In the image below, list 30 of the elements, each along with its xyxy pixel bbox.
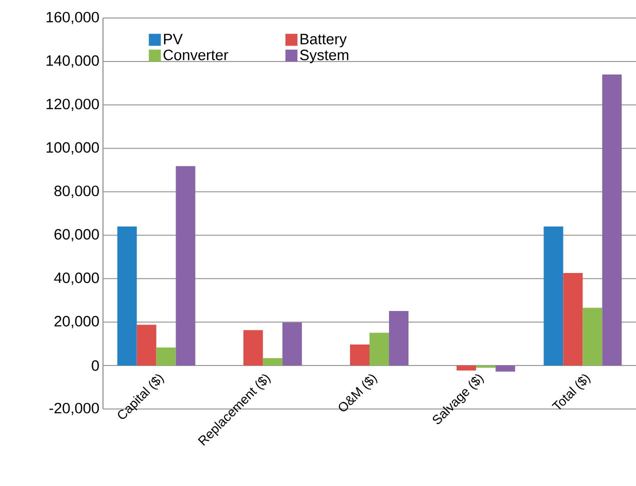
bar — [456, 366, 476, 371]
legend-label: System — [300, 50, 348, 64]
bar — [563, 273, 583, 366]
bar — [176, 166, 196, 366]
y-tick-label: 120,000 — [46, 98, 99, 112]
bar — [282, 322, 302, 366]
legend-label: PV — [164, 34, 183, 44]
bar — [136, 324, 156, 366]
bar — [243, 330, 263, 366]
y-tick-label: -20,000 — [49, 402, 99, 416]
legend-label: Battery — [300, 34, 347, 48]
legend-label: Converter — [164, 50, 228, 60]
bar — [496, 366, 516, 372]
bar — [602, 74, 622, 366]
bar — [350, 344, 370, 366]
bar — [582, 308, 602, 366]
bar — [544, 226, 564, 366]
y-tick-label: 100,000 — [46, 142, 99, 154]
bar — [370, 332, 390, 366]
y-tick-label: 160,000 — [46, 12, 99, 24]
y-tick-label: 140,000 — [46, 55, 99, 68]
bar — [262, 358, 282, 366]
bar — [117, 226, 137, 366]
y-tick-label: 0 — [92, 360, 99, 371]
y-tick-label: 80,000 — [54, 186, 99, 198]
y-tick-label: 60,000 — [54, 229, 99, 242]
bar — [389, 311, 409, 366]
bar — [156, 348, 176, 366]
y-tick-label: 40,000 — [54, 272, 99, 285]
y-tick-label: 20,000 — [54, 316, 99, 328]
